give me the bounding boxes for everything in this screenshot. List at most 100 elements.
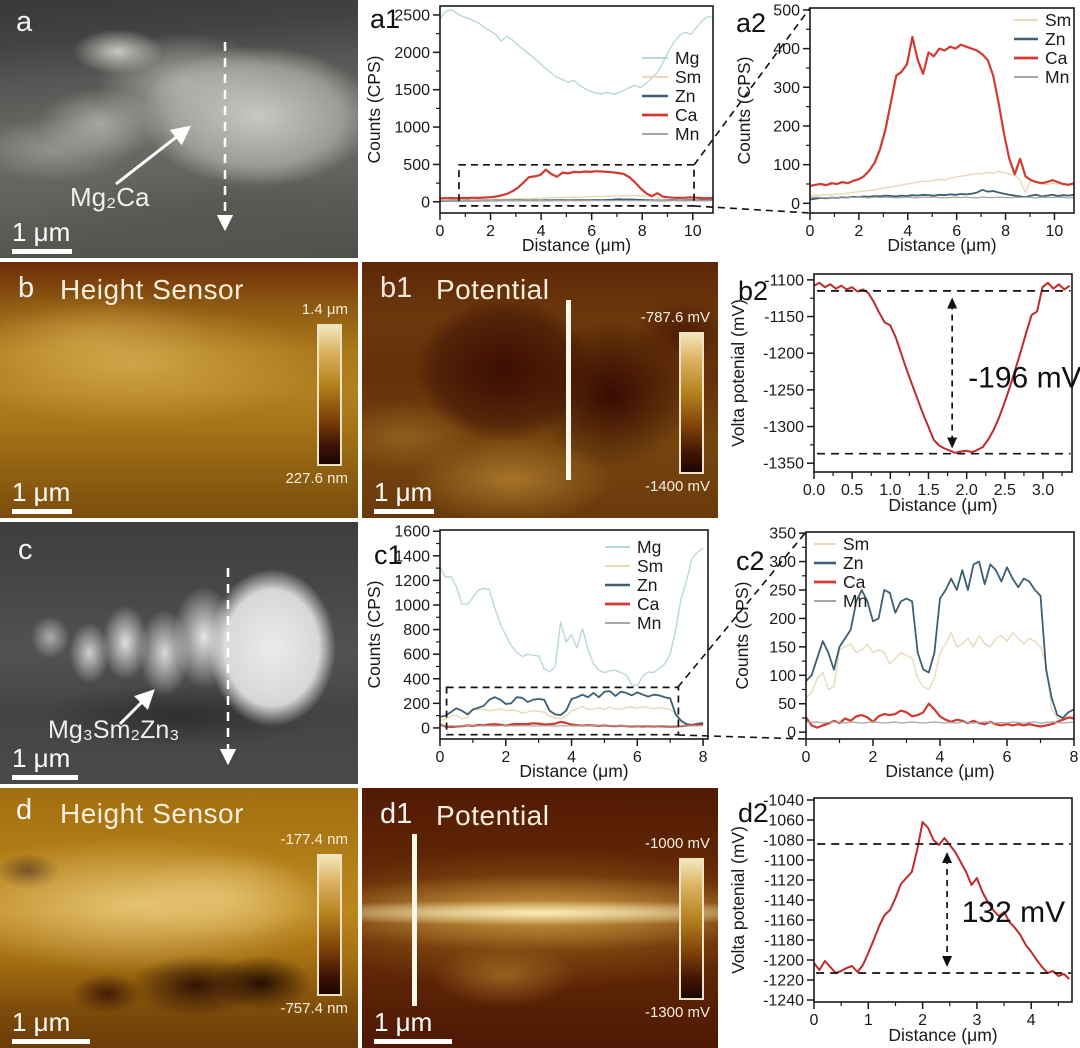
colorbar-min-label: -1300 mV <box>644 1003 710 1021</box>
svg-text:Zn: Zn <box>843 553 863 573</box>
chart-c2: 0 2 4 6 8 0 50 100 150 200 250 300 350 Distance (μm) C… <box>722 522 1080 784</box>
colorbar-max-label: -787.6 mV <box>640 309 710 326</box>
svg-text:400: 400 <box>403 671 430 688</box>
panel-label-c2: c2 <box>736 546 765 576</box>
panel-b1-title: Potential <box>436 274 550 305</box>
svg-text:Mn: Mn <box>637 613 661 633</box>
scale-bar-line <box>374 1039 452 1044</box>
panel-label-a2: a2 <box>736 8 767 38</box>
panel-b2-volta-potential-profile: 0.0 0.5 1.0 1.5 2.0 2.5 3.0 -1100 -1150 -1200 -125… <box>722 262 1080 518</box>
svg-text:-1300: -1300 <box>763 419 804 436</box>
svg-text:2.5: 2.5 <box>994 482 1016 499</box>
svg-text:1200: 1200 <box>394 573 430 590</box>
svg-text:Sm: Sm <box>637 556 663 576</box>
svg-text:300: 300 <box>769 554 796 571</box>
svg-text:0.5: 0.5 <box>841 482 863 499</box>
svg-text:1500: 1500 <box>394 82 430 99</box>
svg-text:Mn: Mn <box>1045 67 1069 87</box>
scale-bar-line <box>374 509 434 514</box>
svg-text:2: 2 <box>854 223 863 240</box>
svg-text:6: 6 <box>587 223 596 240</box>
svg-text:1.0: 1.0 <box>879 482 901 499</box>
svg-text:250: 250 <box>769 583 796 600</box>
svg-text:1000: 1000 <box>394 120 430 137</box>
panel-label-d: d <box>16 794 33 826</box>
panel-c2-eds-line-scan-zoom: 0 2 4 6 8 0 50 100 150 200 250 300 350 Distance (μm) C… <box>722 522 1080 784</box>
panel-label-c: c <box>18 534 33 566</box>
svg-text:Distance (μm): Distance (μm) <box>519 761 628 781</box>
sem-micrograph-mg3sm2zn3 <box>0 522 358 784</box>
scale-bar-text: 1 μm <box>12 743 71 773</box>
profile-line-marker <box>412 834 417 1006</box>
scale-bar-text: 1 μm <box>374 477 433 507</box>
svg-text:800: 800 <box>403 622 430 639</box>
svg-text:200: 200 <box>773 118 800 135</box>
svg-text:0: 0 <box>787 725 796 742</box>
scale-bar-text: 1 μm <box>12 477 71 507</box>
panel-label-d2: d2 <box>738 798 769 828</box>
scale-bar-text: 1 μm <box>12 217 71 247</box>
panel-a-sem-image: a Mg₂Ca 1 μm <box>0 0 358 258</box>
svg-text:6: 6 <box>633 749 642 766</box>
svg-text:200: 200 <box>403 696 430 713</box>
colorbar-gradient <box>679 857 704 1000</box>
svg-text:Sm: Sm <box>1045 10 1071 30</box>
svg-text:8: 8 <box>638 223 647 240</box>
svg-text:1.5: 1.5 <box>917 482 939 499</box>
panel-d-title: Height Sensor <box>60 798 244 829</box>
svg-text:-1100: -1100 <box>764 853 804 870</box>
svg-text:Distance (μm): Distance (μm) <box>888 1025 997 1045</box>
panel-d1-potential-image: d1 Potential -1000 mV -1300 mV 1 μm <box>362 788 718 1048</box>
svg-text:300: 300 <box>773 80 800 97</box>
svg-text:50: 50 <box>778 696 796 713</box>
svg-text:-1120: -1120 <box>764 873 804 890</box>
svg-text:-1100: -1100 <box>764 272 804 289</box>
svg-text:4: 4 <box>567 749 576 766</box>
colorbar-gradient <box>317 853 342 996</box>
svg-text:3.0: 3.0 <box>1032 482 1054 499</box>
svg-text:0: 0 <box>810 1012 819 1029</box>
svg-text:Ca: Ca <box>675 105 698 125</box>
svg-text:Mg: Mg <box>675 48 699 68</box>
colorbar-min-label: 227.6 nm <box>285 469 348 487</box>
colorbar-potential-d1: -1000 mV -1300 mV <box>644 835 710 1021</box>
colorbar-min-label: -757.4 nm <box>280 999 348 1017</box>
svg-text:0: 0 <box>791 196 800 213</box>
svg-text:Distance (μm): Distance (μm) <box>887 235 996 255</box>
svg-text:2500: 2500 <box>394 7 430 24</box>
panel-b-afm-height-image: b Height Sensor 1.4 μm 227.6 nm 1 μm <box>0 262 358 518</box>
scale-bar: 1 μm <box>12 1009 90 1044</box>
scale-bar: 1 μm <box>12 219 72 254</box>
kpfm-potential-micrograph <box>362 262 718 518</box>
svg-text:2: 2 <box>501 749 510 766</box>
svg-text:-1150: -1150 <box>764 309 804 326</box>
svg-text:0: 0 <box>436 749 445 766</box>
panel-c-sem-image: c Mg₃Sm₂Zn₃ 1 μm <box>0 522 358 784</box>
svg-text:2000: 2000 <box>394 45 430 62</box>
svg-text:4: 4 <box>903 223 912 240</box>
svg-text:Volta potenial (mV): Volta potenial (mV) <box>728 826 748 974</box>
panel-label-c1: c1 <box>374 540 403 570</box>
svg-text:200: 200 <box>769 611 796 628</box>
scale-bar: 1 μm <box>374 1009 452 1044</box>
panel-c1-eds-line-scan: 0 2 4 6 8 0 200 400 600 800 1000 1200 1400 1600 Distan… <box>362 522 718 784</box>
chart-b2: 0.0 0.5 1.0 1.5 2.0 2.5 3.0 -1100 -1150 -1200 -125… <box>722 262 1080 518</box>
svg-text:Mg: Mg <box>637 537 661 557</box>
svg-text:132 mV: 132 mV <box>962 896 1065 929</box>
svg-text:8: 8 <box>699 749 708 766</box>
chart-a1: 0 2 4 6 8 10 0 500 1000 1500 2000 2500 Distance (μm)… <box>362 0 718 258</box>
panel-d2-volta-potential-profile: 0 1 2 3 4 -1040 -1060 -1080 -1100 -1120 -1140 -1160… <box>722 788 1080 1048</box>
svg-text:-196 mV: -196 mV <box>968 362 1080 395</box>
panel-label-b: b <box>18 272 35 304</box>
svg-text:0: 0 <box>421 720 430 737</box>
svg-text:Ca: Ca <box>637 594 660 614</box>
colorbar-height-b: 1.4 μm 227.6 nm <box>285 301 348 487</box>
scale-bar: 1 μm <box>374 479 434 514</box>
svg-text:8: 8 <box>1070 749 1079 766</box>
svg-text:-1250: -1250 <box>763 382 804 399</box>
colorbar-height-d: -177.4 nm -757.4 nm <box>280 831 348 1017</box>
panel-label-b2: b2 <box>738 276 769 306</box>
profile-line-marker <box>566 300 571 480</box>
svg-text:0: 0 <box>806 223 815 240</box>
svg-text:150: 150 <box>769 639 796 656</box>
